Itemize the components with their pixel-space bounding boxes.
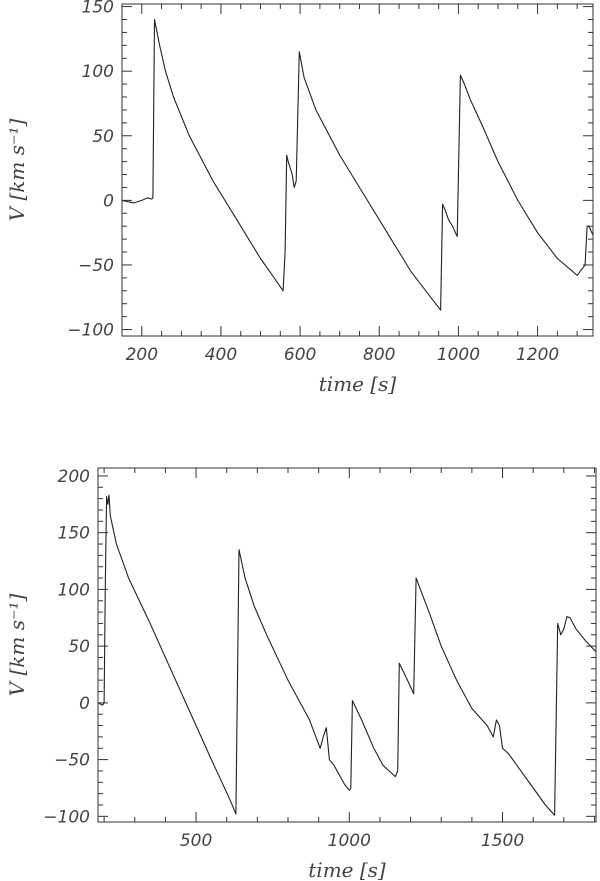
x-tick-label: 400 [205,345,237,365]
bottom-panel: 500 1000 1500 −100 −50 0 50 100 150 200 time [s] V … [5,467,597,881]
x-tick-label: 200 [126,345,158,365]
x-tick-label: 500 [180,831,212,851]
y-tick-label: −50 [78,256,114,276]
x-tick-label: 800 [363,345,395,365]
x-tick-label: 1500 [481,831,524,851]
x-axis-label: time [s] [319,372,397,396]
y-tick-label: 100 [58,580,90,600]
plot-frame [121,3,594,337]
x-tick-label: 1200 [516,345,559,365]
y-tick-label: 0 [103,191,114,211]
x-tick-label: 600 [284,345,316,365]
y-tick-label: 200 [58,467,90,487]
y-tick-label: −100 [43,807,90,827]
y-tick-label: 100 [82,62,114,82]
velocity-series-line [97,494,597,816]
y-tick-label: −100 [67,321,114,341]
x-axis-label: time [s] [308,858,386,881]
y-tick-label: −50 [54,751,90,771]
y-tick-label: 0 [79,694,90,714]
y-tick-label: 150 [58,524,90,544]
y-axis-label: V [km s⁻¹] [5,593,29,696]
y-axis-label: V [km s⁻¹] [5,118,29,221]
y-tick-label: 50 [68,637,90,657]
x-tick-label: 1000 [328,831,371,851]
top-panel: 200 400 600 800 1000 1200 −100 −50 0 50 100 150 time… [5,0,594,396]
x-tick-label: 1000 [437,345,480,365]
plot-frame [97,467,597,823]
velocity-series-line [121,18,594,311]
y-tick-label: 150 [82,0,114,18]
y-tick-label: 50 [92,127,114,147]
